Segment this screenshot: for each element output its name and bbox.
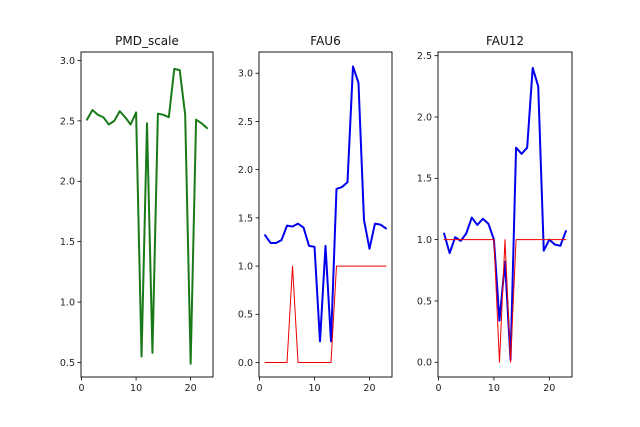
y-tick-label: 2.0 bbox=[238, 165, 253, 176]
y-tick-label: 0.5 bbox=[238, 310, 253, 321]
plot-frame bbox=[80, 51, 214, 378]
y-tick-label: 1.5 bbox=[417, 174, 432, 185]
x-tick-label: 0 bbox=[257, 383, 263, 394]
subplot-title: FAU12 bbox=[486, 34, 524, 48]
y-tick-label: 0.5 bbox=[417, 296, 432, 307]
y-tick-label: 2.5 bbox=[238, 117, 253, 128]
y-tick-label: 1.5 bbox=[238, 213, 253, 224]
y-tick-label: 3.0 bbox=[60, 56, 75, 67]
subplot-title: PMD_scale bbox=[115, 34, 179, 48]
subplot-2: FAU6 0 10 20 0.0 0.5 1.0 1.5 2.0 2.5 3.0 bbox=[238, 34, 393, 394]
x-tick-label: 20 bbox=[185, 383, 197, 394]
subplot-title: FAU6 bbox=[310, 34, 340, 48]
x-tick-label: 20 bbox=[543, 383, 555, 394]
x-tick-label: 0 bbox=[79, 383, 85, 394]
x-tick-label: 10 bbox=[130, 383, 142, 394]
plot-frame bbox=[437, 51, 573, 378]
y-tick-label: 1.0 bbox=[60, 297, 75, 308]
series-line-1 bbox=[443, 66, 567, 361]
series-line-2 bbox=[443, 239, 567, 363]
y-tick-label: 0.5 bbox=[60, 358, 75, 369]
y-tick-label: 0.0 bbox=[417, 358, 432, 369]
series-line-2 bbox=[264, 265, 387, 364]
y-tick-label: 2.0 bbox=[60, 177, 75, 188]
y-tick-label: 2.0 bbox=[417, 112, 432, 123]
x-tick-label: 20 bbox=[363, 383, 375, 394]
y-tick-label: 3.0 bbox=[238, 69, 253, 80]
series-line-1 bbox=[264, 65, 387, 343]
x-tick-label: 10 bbox=[308, 383, 320, 394]
y-tick-label: 1.5 bbox=[60, 237, 75, 248]
y-tick-label: 1.0 bbox=[238, 261, 253, 272]
subplot-3: FAU12 0 10 20 0.0 0.5 1.0 1.5 2.0 2.5 bbox=[417, 34, 573, 394]
y-tick-label: 1.0 bbox=[417, 235, 432, 246]
plot-frame bbox=[258, 51, 393, 378]
series-line-1 bbox=[86, 67, 208, 365]
y-tick-label: 2.5 bbox=[417, 51, 432, 62]
x-tick-label: 10 bbox=[488, 383, 500, 394]
x-tick-label: 0 bbox=[436, 383, 442, 394]
subplot-1: PMD_scale 0 10 20 0.5 1.0 1.5 2.0 2.5 3.0 bbox=[60, 34, 214, 394]
y-tick-label: 2.5 bbox=[60, 116, 75, 127]
y-tick-label: 0.0 bbox=[238, 358, 253, 369]
